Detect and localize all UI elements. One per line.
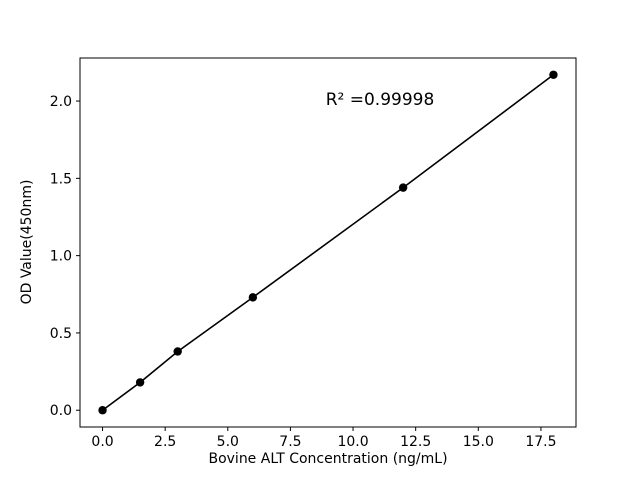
data-point [248, 293, 258, 302]
y-tick-label: 1.0 [50, 249, 72, 265]
y-tick-label: 1.5 [50, 171, 72, 187]
x-tick-label: 0.0 [91, 434, 113, 450]
x-axis-label: Bovine ALT Concentration (ng/mL) [208, 451, 448, 467]
data-point [398, 183, 408, 192]
r-squared-annotation: R² =0.99998 [325, 90, 435, 110]
data-point [135, 378, 145, 387]
y-axis-label: OD Value(450nm) [19, 179, 35, 305]
x-tick-label: 17.5 [525, 434, 556, 450]
y-tick-label: 0.5 [50, 326, 72, 342]
data-point [173, 347, 182, 356]
x-tick-label: 15.0 [463, 434, 494, 450]
x-tick-label: 2.5 [154, 434, 176, 450]
data-point [98, 406, 107, 415]
axes-box [79, 57, 577, 428]
regression-line [102, 74, 554, 411]
data-point [549, 70, 558, 79]
y-tick-label: 2.0 [50, 94, 72, 110]
y-tick-label: 0.0 [50, 403, 72, 419]
x-tick-label: 10.0 [337, 434, 368, 450]
x-tick-label: 5.0 [217, 434, 239, 450]
x-tick-label: 7.5 [279, 434, 301, 450]
x-tick-label: 12.5 [400, 434, 431, 450]
